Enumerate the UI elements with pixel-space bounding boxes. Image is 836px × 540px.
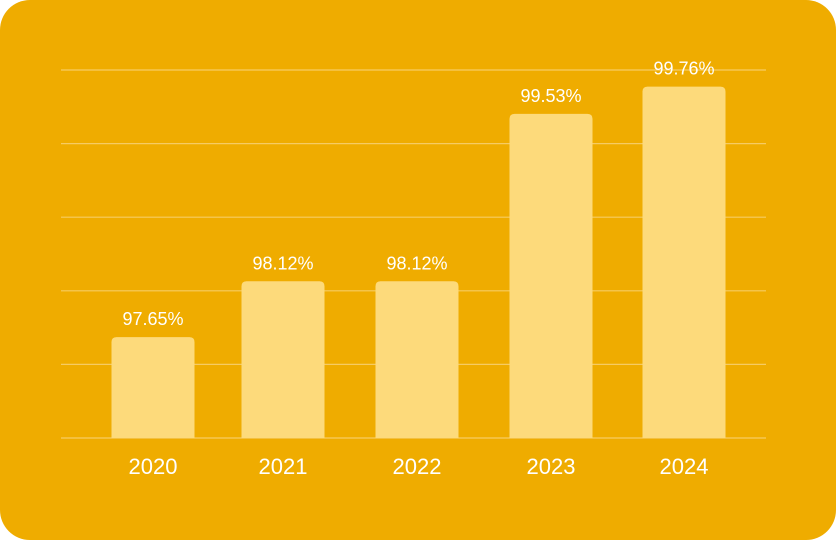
x-tick-label-2022: 2022 <box>393 454 442 479</box>
x-tick-labels: 2020 2021 2022 2023 2024 <box>129 454 709 479</box>
data-label-2024: 99.76% <box>653 59 714 79</box>
bar-2024 <box>642 86 726 438</box>
bar-2020 <box>111 337 195 438</box>
data-label-2022: 98.12% <box>386 253 447 273</box>
bars <box>111 86 726 438</box>
x-tick-label-2020: 2020 <box>129 454 178 479</box>
bar-2022 <box>375 281 459 438</box>
bar-2021 <box>241 281 325 438</box>
x-tick-label-2023: 2023 <box>527 454 576 479</box>
data-labels: 97.65% 98.12% 98.12% 99.53% 99.76% <box>122 59 714 329</box>
data-label-2023: 99.53% <box>520 86 581 106</box>
bar-2023 <box>509 113 593 438</box>
data-label-2021: 98.12% <box>252 253 313 273</box>
x-tick-label-2024: 2024 <box>660 454 709 479</box>
x-tick-label-2021: 2021 <box>259 454 308 479</box>
data-label-2020: 97.65% <box>122 309 183 329</box>
